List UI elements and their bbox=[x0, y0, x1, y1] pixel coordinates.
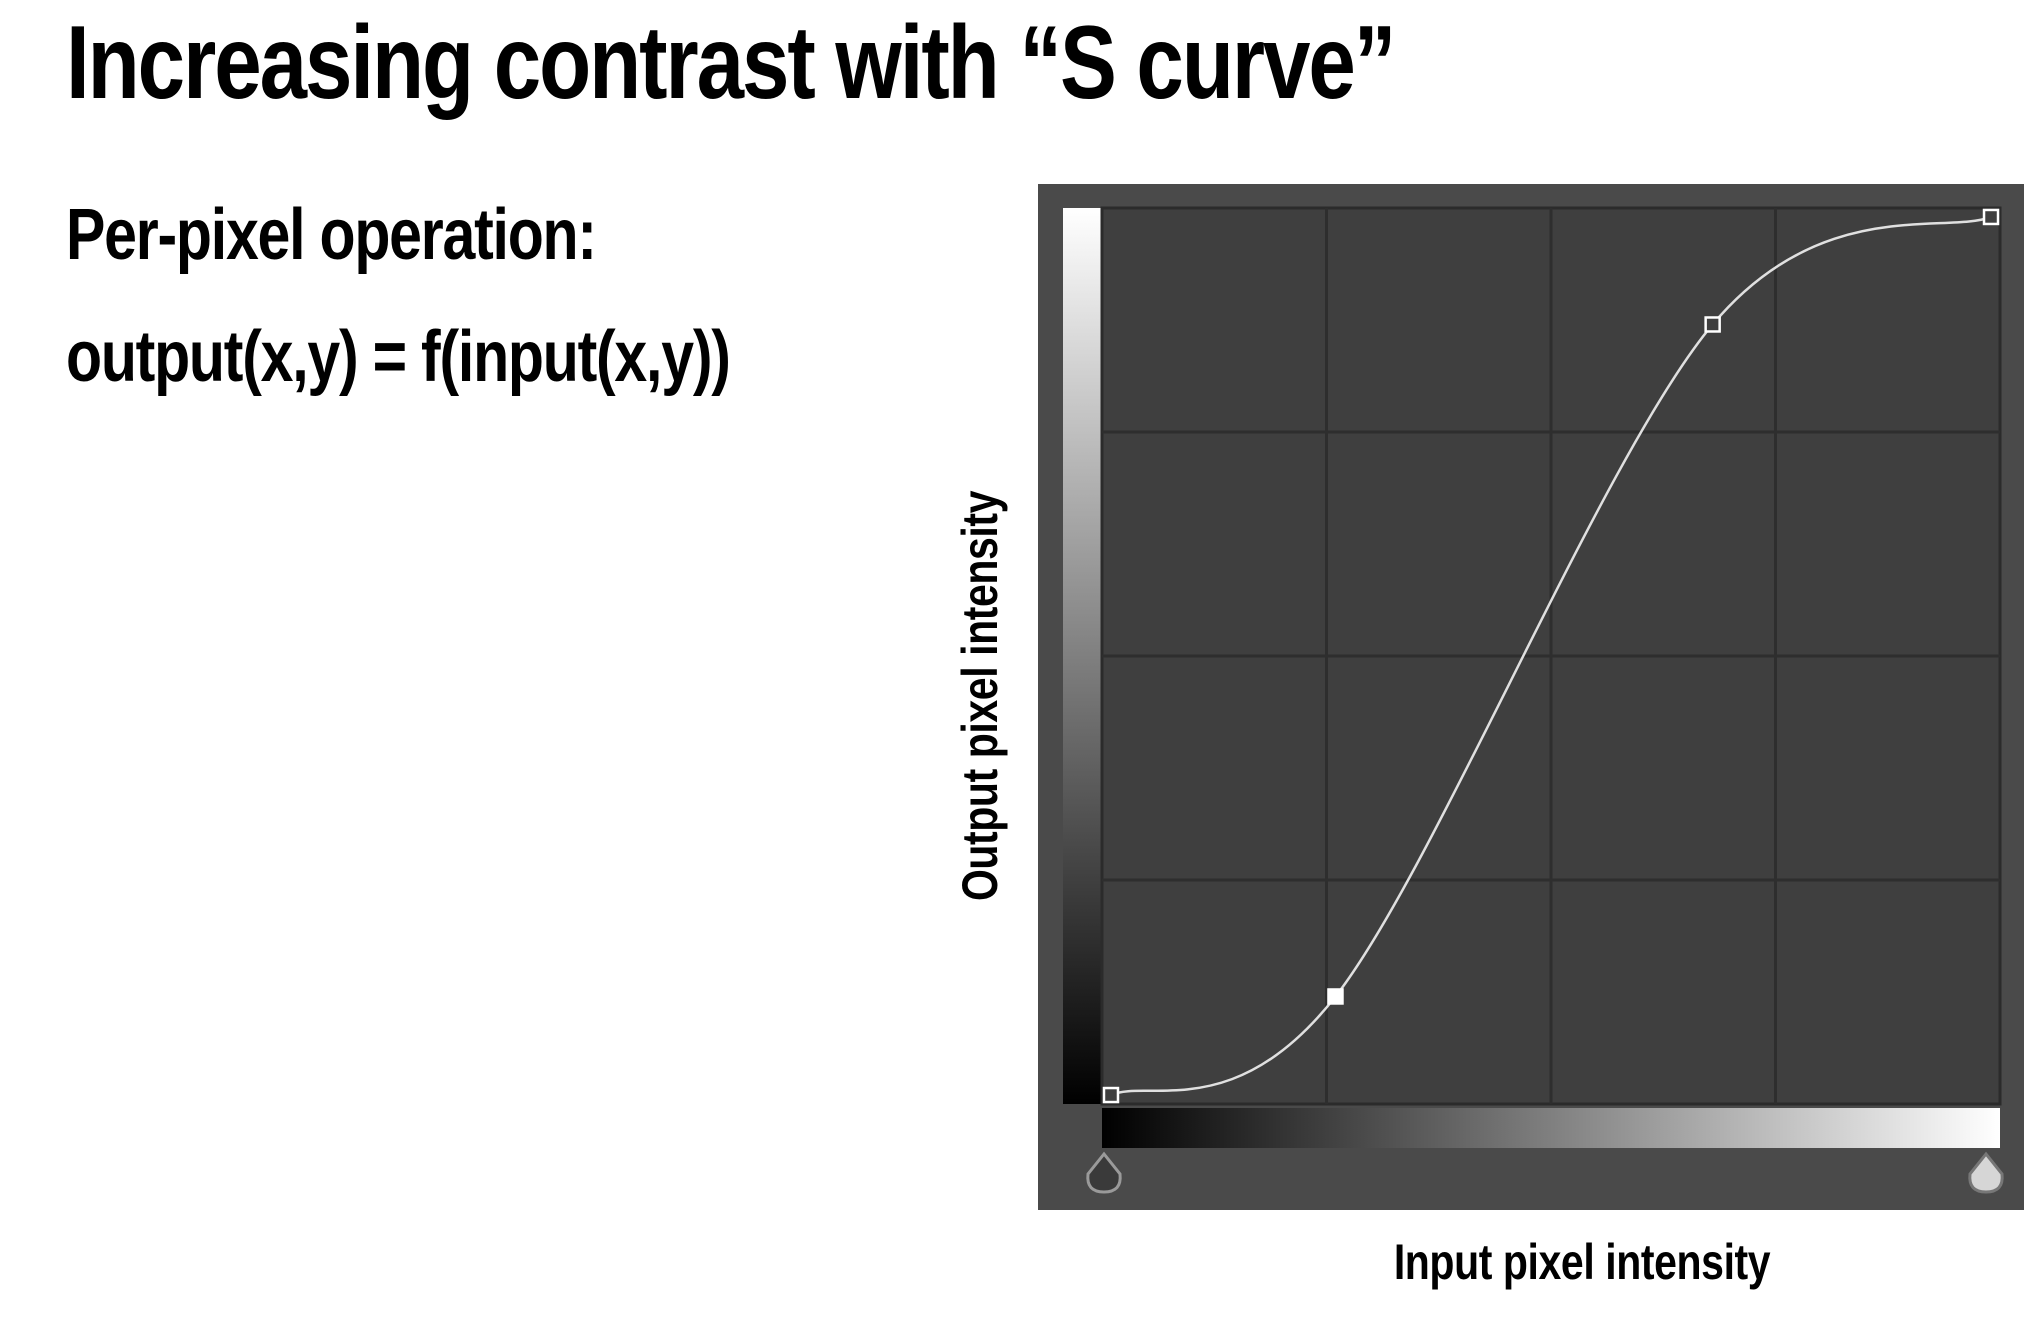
formula: output(x,y) = f(input(x,y)) bbox=[66, 317, 731, 397]
per-pixel-heading: Per-pixel operation: bbox=[66, 195, 597, 275]
input-gradient-bar bbox=[1102, 1108, 2000, 1148]
white-point-slider[interactable] bbox=[1968, 1151, 2004, 1194]
curve-control-point[interactable] bbox=[1982, 208, 2000, 226]
curve-control-point[interactable] bbox=[1327, 988, 1344, 1005]
black-point-slider[interactable] bbox=[1086, 1151, 1122, 1194]
y-axis-label: Output pixel intensity bbox=[952, 490, 1008, 902]
grid-lines bbox=[1102, 208, 2000, 1104]
curve-control-point[interactable] bbox=[1704, 316, 1721, 333]
x-axis-label: Input pixel intensity bbox=[1393, 1234, 1771, 1290]
tone-curve[interactable] bbox=[1110, 215, 1992, 1097]
control-points bbox=[1102, 208, 2000, 1104]
slide-title: Increasing contrast with “S curve” bbox=[66, 5, 1396, 121]
curve-control-point[interactable] bbox=[1102, 1086, 1120, 1104]
output-gradient-bar bbox=[1063, 208, 1101, 1104]
